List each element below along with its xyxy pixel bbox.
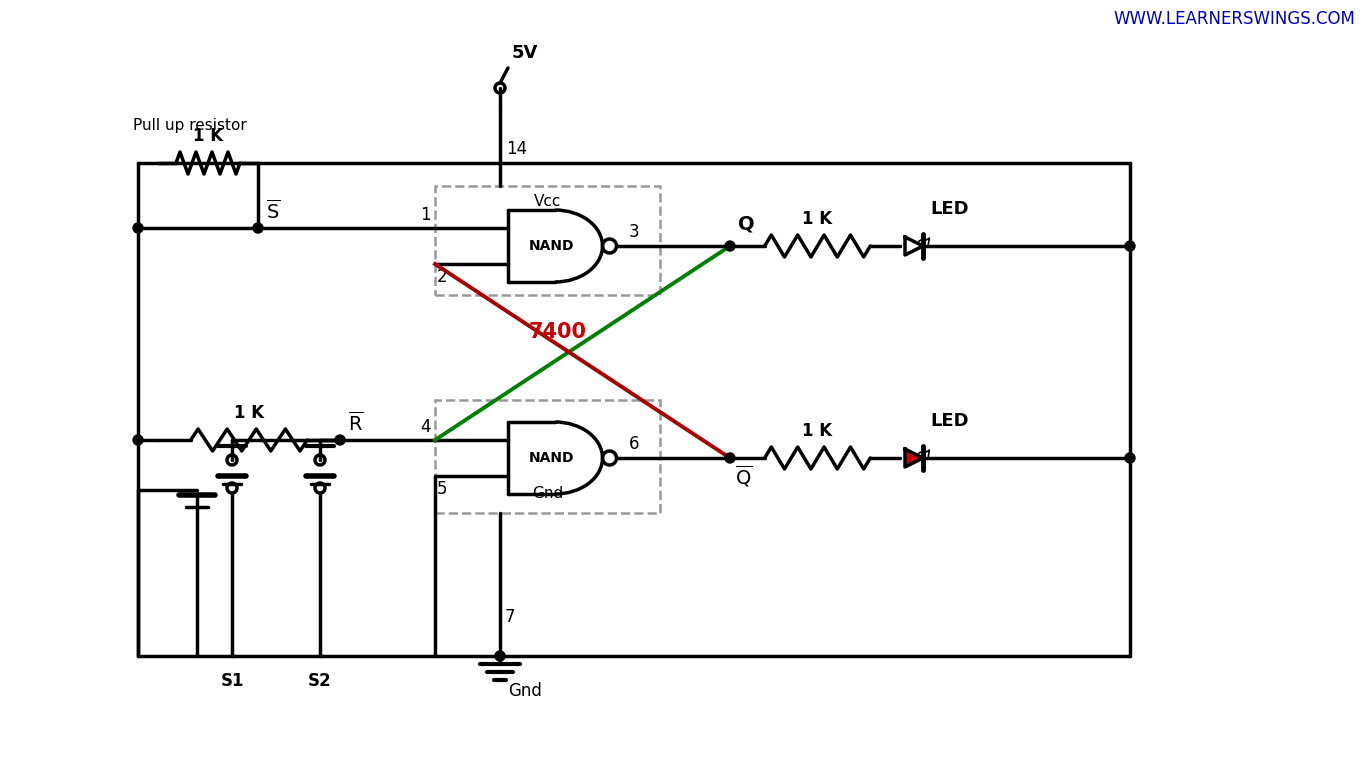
Circle shape (133, 223, 143, 233)
Text: 5: 5 (437, 480, 448, 498)
Text: 1: 1 (421, 206, 432, 224)
Text: LED: LED (930, 412, 970, 430)
Text: 1 K: 1 K (802, 422, 832, 440)
Text: $\overline{\mathsf{S}}$: $\overline{\mathsf{S}}$ (266, 200, 280, 223)
Text: 1 K: 1 K (234, 404, 264, 422)
Text: WWW.LEARNERSWINGS.COM: WWW.LEARNERSWINGS.COM (1113, 10, 1355, 28)
Text: 2: 2 (437, 268, 448, 286)
Text: 14: 14 (505, 140, 527, 158)
Circle shape (335, 435, 346, 445)
Circle shape (725, 241, 735, 251)
Text: Gnd: Gnd (508, 682, 542, 700)
Text: 6: 6 (628, 435, 639, 453)
Circle shape (1126, 453, 1135, 463)
Text: Q: Q (738, 215, 754, 234)
Text: S1: S1 (220, 672, 243, 690)
Text: 1 K: 1 K (802, 210, 832, 228)
Text: Gnd: Gnd (531, 486, 563, 501)
Text: NAND: NAND (529, 451, 575, 465)
Text: 7: 7 (505, 608, 515, 626)
Circle shape (1126, 241, 1135, 251)
Text: 4: 4 (421, 418, 432, 436)
Text: 3: 3 (628, 223, 639, 241)
Text: $\overline{\mathsf{Q}}$: $\overline{\mathsf{Q}}$ (735, 463, 753, 488)
Text: 5V: 5V (512, 44, 538, 62)
Circle shape (494, 651, 505, 661)
Text: LED: LED (930, 200, 970, 218)
Circle shape (725, 453, 735, 463)
Circle shape (253, 223, 264, 233)
Text: $\overline{\mathsf{R}}$: $\overline{\mathsf{R}}$ (348, 412, 363, 435)
Text: Pull up resistor: Pull up resistor (133, 118, 247, 133)
Text: 7400: 7400 (529, 323, 586, 343)
Text: NAND: NAND (529, 239, 575, 253)
Text: S2: S2 (309, 672, 332, 690)
Text: 1 K: 1 K (193, 127, 223, 145)
Text: Vcc: Vcc (534, 194, 561, 209)
Circle shape (133, 435, 143, 445)
Polygon shape (906, 449, 923, 467)
